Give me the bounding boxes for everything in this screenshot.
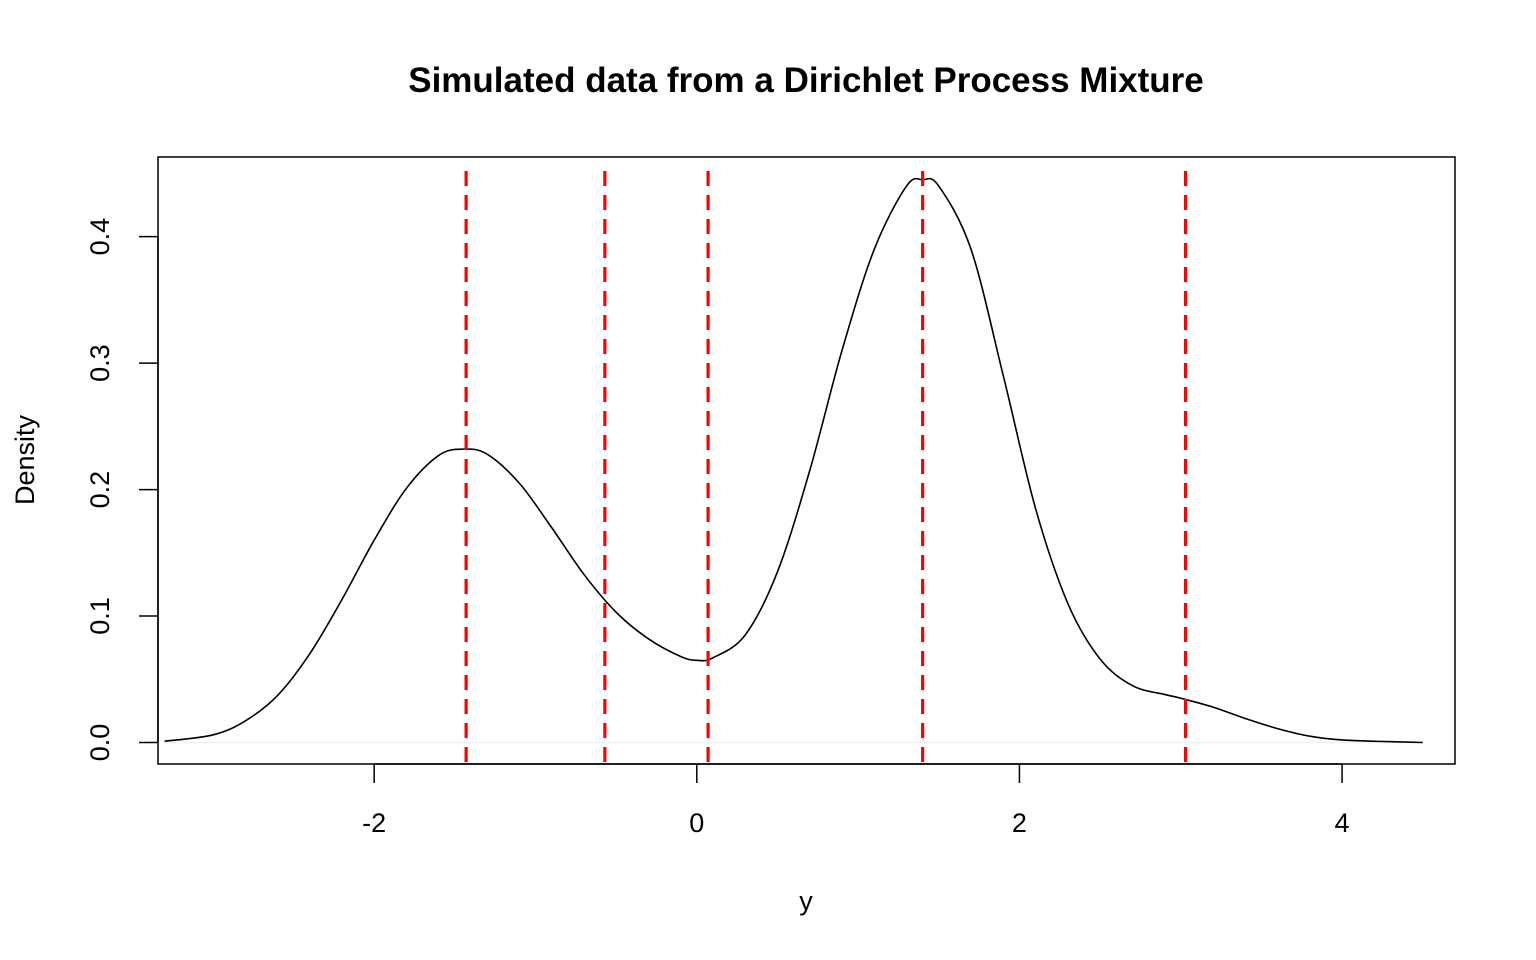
density-curve-0 [164, 177, 1423, 744]
x-tick-label-2: 2 [1012, 808, 1027, 838]
y-tick-label-0: 0.0 [85, 724, 115, 762]
x-tick-label-3: 4 [1335, 808, 1350, 838]
y-tick-label-4: 0.4 [85, 218, 115, 256]
plot-area [164, 171, 1423, 764]
y-tick-label-3: 0.3 [85, 344, 115, 382]
x-tick-label-0: -2 [362, 808, 386, 838]
x-axis-label: y [799, 886, 813, 916]
y-tick-label-2: 0.2 [85, 471, 115, 509]
y-axis: 0.0 0.1 0.2 0.3 0.4 [85, 218, 159, 762]
x-axis: -2 0 2 4 [362, 763, 1350, 838]
plot-frame [157, 156, 1456, 765]
y-axis-label: Density [10, 414, 40, 505]
chart-title: Simulated data from a Dirichlet Process … [408, 61, 1204, 100]
x-tick-label-1: 0 [689, 808, 704, 838]
y-tick-label-1: 0.1 [85, 597, 115, 635]
